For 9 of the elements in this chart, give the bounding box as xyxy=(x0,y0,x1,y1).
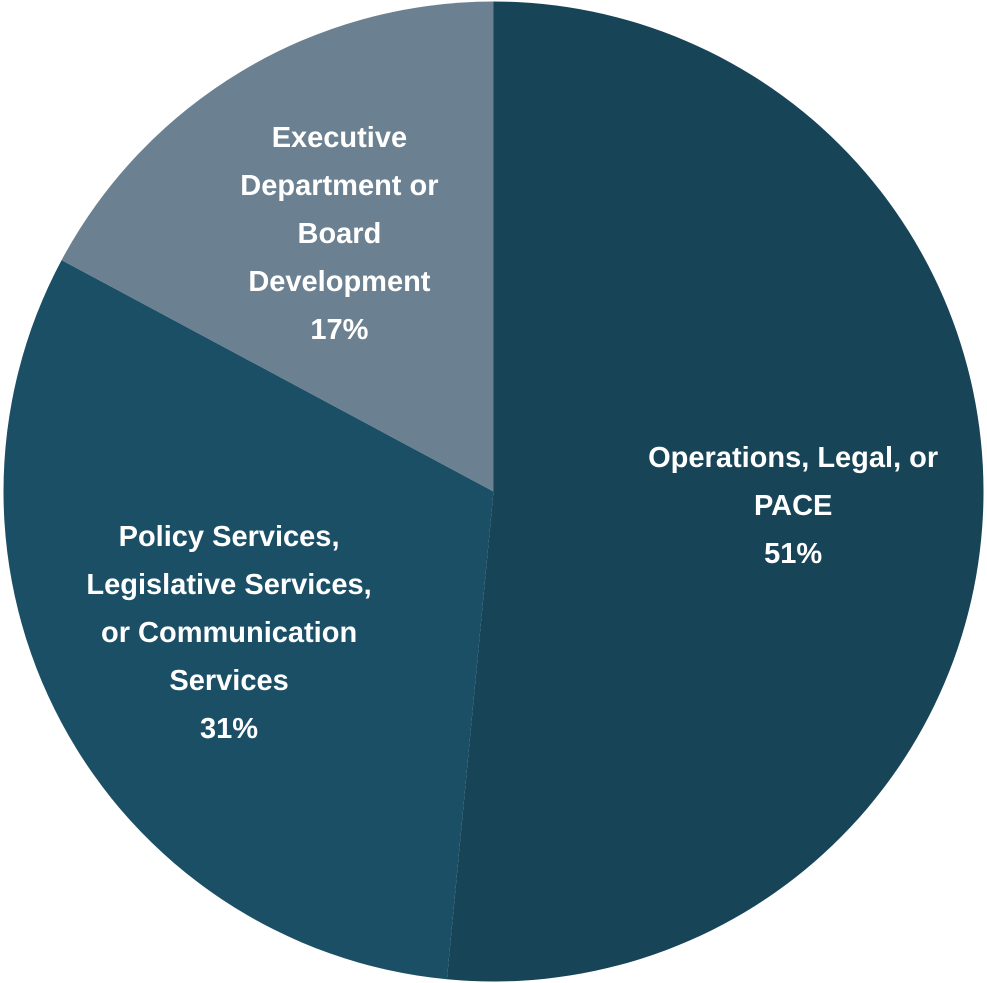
pie-slice xyxy=(4,260,494,980)
pie-slice xyxy=(446,2,984,982)
data-label: 17% xyxy=(310,314,369,346)
data-label: 51% xyxy=(764,538,822,570)
slice-label: Operations, Legal, or PACE xyxy=(648,442,938,522)
slice-label: Policy Services, Legislative Services, or Communication Services xyxy=(86,521,372,698)
slice-label: Executive Department or Board Development xyxy=(240,122,438,298)
data-label: 31% xyxy=(200,713,258,746)
pie-slice xyxy=(62,2,494,492)
